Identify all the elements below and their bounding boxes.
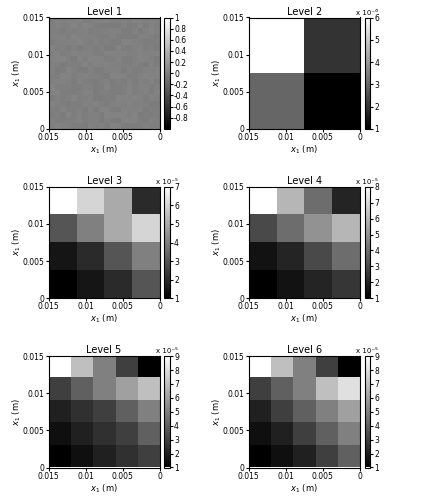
X-axis label: $x_1$ (m): $x_1$ (m)	[90, 144, 118, 156]
X-axis label: $x_1$ (m): $x_1$ (m)	[90, 482, 118, 494]
X-axis label: $x_1$ (m): $x_1$ (m)	[290, 144, 318, 156]
Title: x 10⁻⁵: x 10⁻⁵	[156, 179, 178, 185]
Y-axis label: $x_1$ (m): $x_1$ (m)	[210, 60, 223, 87]
Title: Level 5: Level 5	[86, 346, 122, 356]
X-axis label: $x_1$ (m): $x_1$ (m)	[90, 312, 118, 325]
Title: Level 2: Level 2	[287, 6, 322, 16]
Y-axis label: $x_1$ (m): $x_1$ (m)	[10, 398, 22, 425]
Title: x 10⁻⁶: x 10⁻⁶	[356, 10, 378, 16]
Y-axis label: $x_1$ (m): $x_1$ (m)	[10, 228, 22, 256]
X-axis label: $x_1$ (m): $x_1$ (m)	[290, 312, 318, 325]
Title: Level 1: Level 1	[87, 6, 122, 16]
Y-axis label: $x_1$ (m): $x_1$ (m)	[210, 398, 223, 425]
Y-axis label: $x_1$ (m): $x_1$ (m)	[10, 60, 22, 87]
Title: x 10⁻⁵: x 10⁻⁵	[156, 348, 178, 354]
Title: Level 6: Level 6	[287, 346, 322, 356]
Title: Level 3: Level 3	[87, 176, 122, 186]
Y-axis label: $x_1$ (m): $x_1$ (m)	[210, 228, 223, 256]
Title: x 10⁻⁵: x 10⁻⁵	[357, 179, 378, 185]
Title: x 10⁻⁵: x 10⁻⁵	[357, 348, 378, 354]
X-axis label: $x_1$ (m): $x_1$ (m)	[290, 482, 318, 494]
Title: Level 4: Level 4	[287, 176, 322, 186]
